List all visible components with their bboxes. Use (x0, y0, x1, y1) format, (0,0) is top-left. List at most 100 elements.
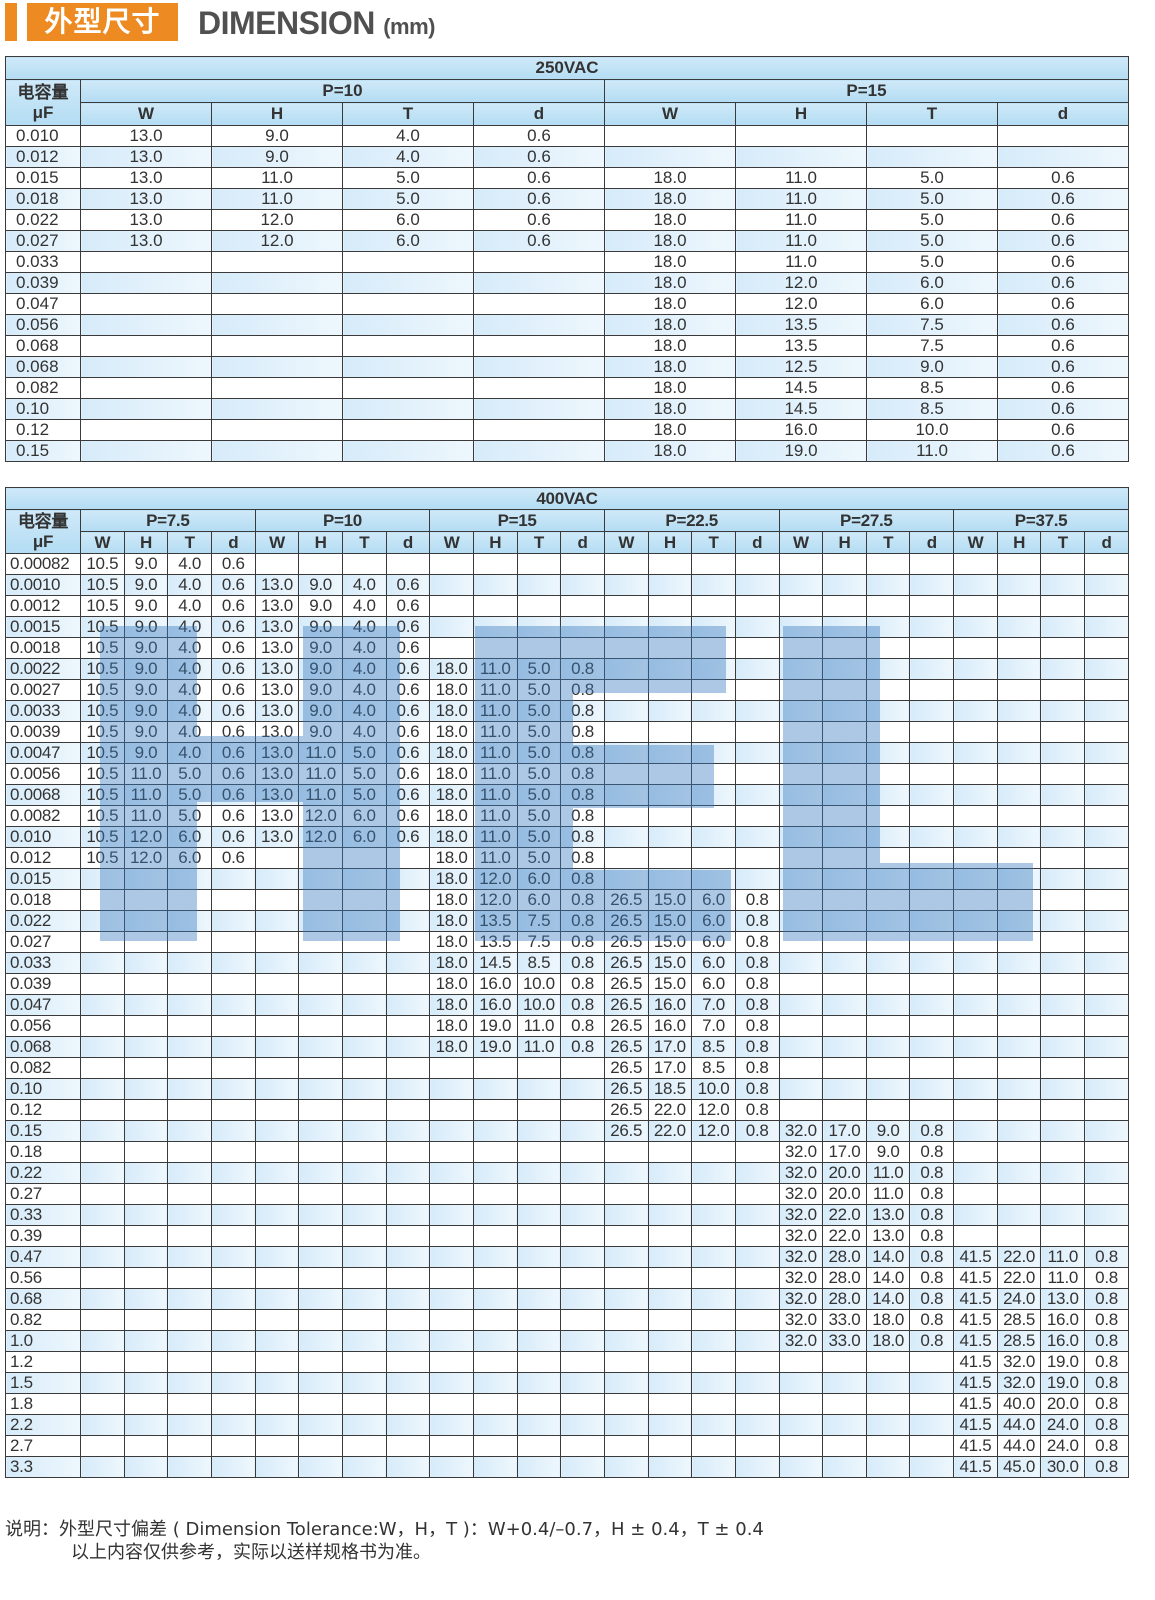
dimension-cell: 0.8 (734, 1120, 780, 1142)
dimension-cell (734, 1414, 780, 1436)
dimension-cell (341, 1414, 387, 1436)
dimension-cell (953, 847, 998, 869)
dimension-cell (647, 763, 693, 785)
capacitance-cell: 0.068 (5, 356, 81, 378)
dimension-cell (560, 1372, 605, 1394)
voltage-header: 400VAC (5, 487, 1129, 510)
pitch-header: P=10 (80, 79, 605, 103)
dimension-cell (996, 574, 1042, 596)
dimension-cell: 0.6 (210, 679, 256, 701)
dimension-cell (385, 1120, 431, 1142)
dimension-cell (909, 1393, 955, 1415)
dimension-cell (996, 595, 1042, 617)
dimension-cell (298, 1267, 343, 1289)
dimension-col-header: W (80, 531, 125, 554)
dimension-cell (210, 1330, 256, 1352)
dimension-cell (1040, 868, 1086, 890)
capacitance-label: 电容量 (17, 511, 69, 531)
capacitance-cell: 2.2 (5, 1414, 81, 1436)
dimension-cell: 41.5 (953, 1246, 998, 1268)
dimension-cell: 41.5 (953, 1414, 998, 1436)
dimension-cell (953, 973, 998, 995)
dimension-cell (953, 595, 998, 617)
dimension-cell: 17.0 (647, 1057, 693, 1079)
dimension-cell (210, 952, 256, 974)
dimension-cell (516, 1246, 562, 1268)
dimension-cell: 28.0 (822, 1288, 867, 1310)
dimension-cell: 20.0 (822, 1162, 867, 1184)
dimension-cell (385, 1099, 431, 1121)
dimension-cell (778, 1015, 824, 1037)
dimension-cell (167, 1456, 212, 1478)
dimension-cell (560, 1393, 605, 1415)
dimension-cell: 20.0 (822, 1183, 867, 1205)
dimension-cell (167, 868, 212, 890)
dimension-cell: 11.0 (298, 742, 343, 764)
dimension-cell (341, 1246, 387, 1268)
dimension-cell (603, 1414, 649, 1436)
dimension-cell (909, 1456, 955, 1478)
dimension-cell: 22.0 (647, 1120, 693, 1142)
dimension-cell (647, 847, 693, 869)
dimension-cell: 10.5 (80, 658, 125, 680)
dimension-cell (909, 952, 955, 974)
dimension-cell (210, 868, 256, 890)
dimension-cell: 0.8 (1084, 1246, 1129, 1268)
dimension-cell: 0.8 (909, 1309, 955, 1331)
dimension-cell: 18.0 (429, 868, 474, 890)
dimension-cell: 0.8 (734, 952, 780, 974)
dimension-cell (385, 553, 431, 575)
dimension-cell (298, 1162, 343, 1184)
dimension-cell: 6.0 (341, 826, 387, 848)
capacitance-cell: 0.0010 (5, 574, 81, 596)
dimension-cell (298, 889, 343, 911)
dimension-cell (953, 763, 998, 785)
dimension-cell (254, 1246, 300, 1268)
dimension-cell: 0.8 (734, 910, 780, 932)
table-row: 0.068 18.0 13.5 7.5 0.6 (5, 335, 1129, 357)
dimension-cell (603, 595, 649, 617)
dimension-cell (866, 125, 998, 147)
dimension-cell: 44.0 (996, 1414, 1042, 1436)
dimension-cell (167, 1372, 212, 1394)
dimension-cell: 5.0 (866, 188, 998, 210)
dimension-cell (80, 1330, 125, 1352)
dimension-cell (691, 847, 736, 869)
dimension-cell: 11.0 (472, 826, 518, 848)
dimension-cell: 7.5 (866, 314, 998, 336)
dimension-cell (822, 553, 867, 575)
dimension-cell: 32.0 (996, 1372, 1042, 1394)
dimension-cell (909, 1036, 955, 1058)
dimension-cell: 0.6 (210, 658, 256, 680)
dimension-cell (996, 1036, 1042, 1058)
dimension-cell (341, 1309, 387, 1331)
dimension-cell: 5.0 (866, 251, 998, 273)
dimension-cell: 13.0 (254, 721, 300, 743)
dimension-cell (996, 952, 1042, 974)
table-row: 0.022 13.0 12.0 6.0 0.6 18.0 11.0 5.0 0.6 (5, 209, 1129, 231)
capacitance-cell: 0.047 (5, 293, 81, 315)
dimension-cell (778, 826, 824, 848)
dimension-cell (1084, 889, 1129, 911)
dimension-cell (865, 931, 911, 953)
dimension-cell: 18.0 (604, 230, 736, 252)
dimension-cell: 32.0 (778, 1120, 824, 1142)
dimension-cell: 32.0 (778, 1162, 824, 1184)
table-row: 0.0018 10.5 9.0 4.0 0.6 13.0 9.0 4.0 0.6 (5, 637, 1129, 659)
dimension-cell (647, 595, 693, 617)
dimension-cell (80, 1288, 125, 1310)
dimension-cell (516, 1120, 562, 1142)
dimension-cell (341, 1267, 387, 1289)
dimension-cell (342, 251, 474, 273)
capacitance-cell: 0.056 (5, 1015, 81, 1037)
dimension-cell (778, 805, 824, 827)
dimension-cell (603, 1204, 649, 1226)
dimension-cell (691, 763, 736, 785)
dimension-cell (80, 952, 125, 974)
dimension-cell (691, 1183, 736, 1205)
dimension-cell: 16.0 (647, 1015, 693, 1037)
dimension-cell: 41.5 (953, 1456, 998, 1478)
dimension-cell: 5.0 (516, 658, 562, 680)
dimension-cell (210, 1015, 256, 1037)
